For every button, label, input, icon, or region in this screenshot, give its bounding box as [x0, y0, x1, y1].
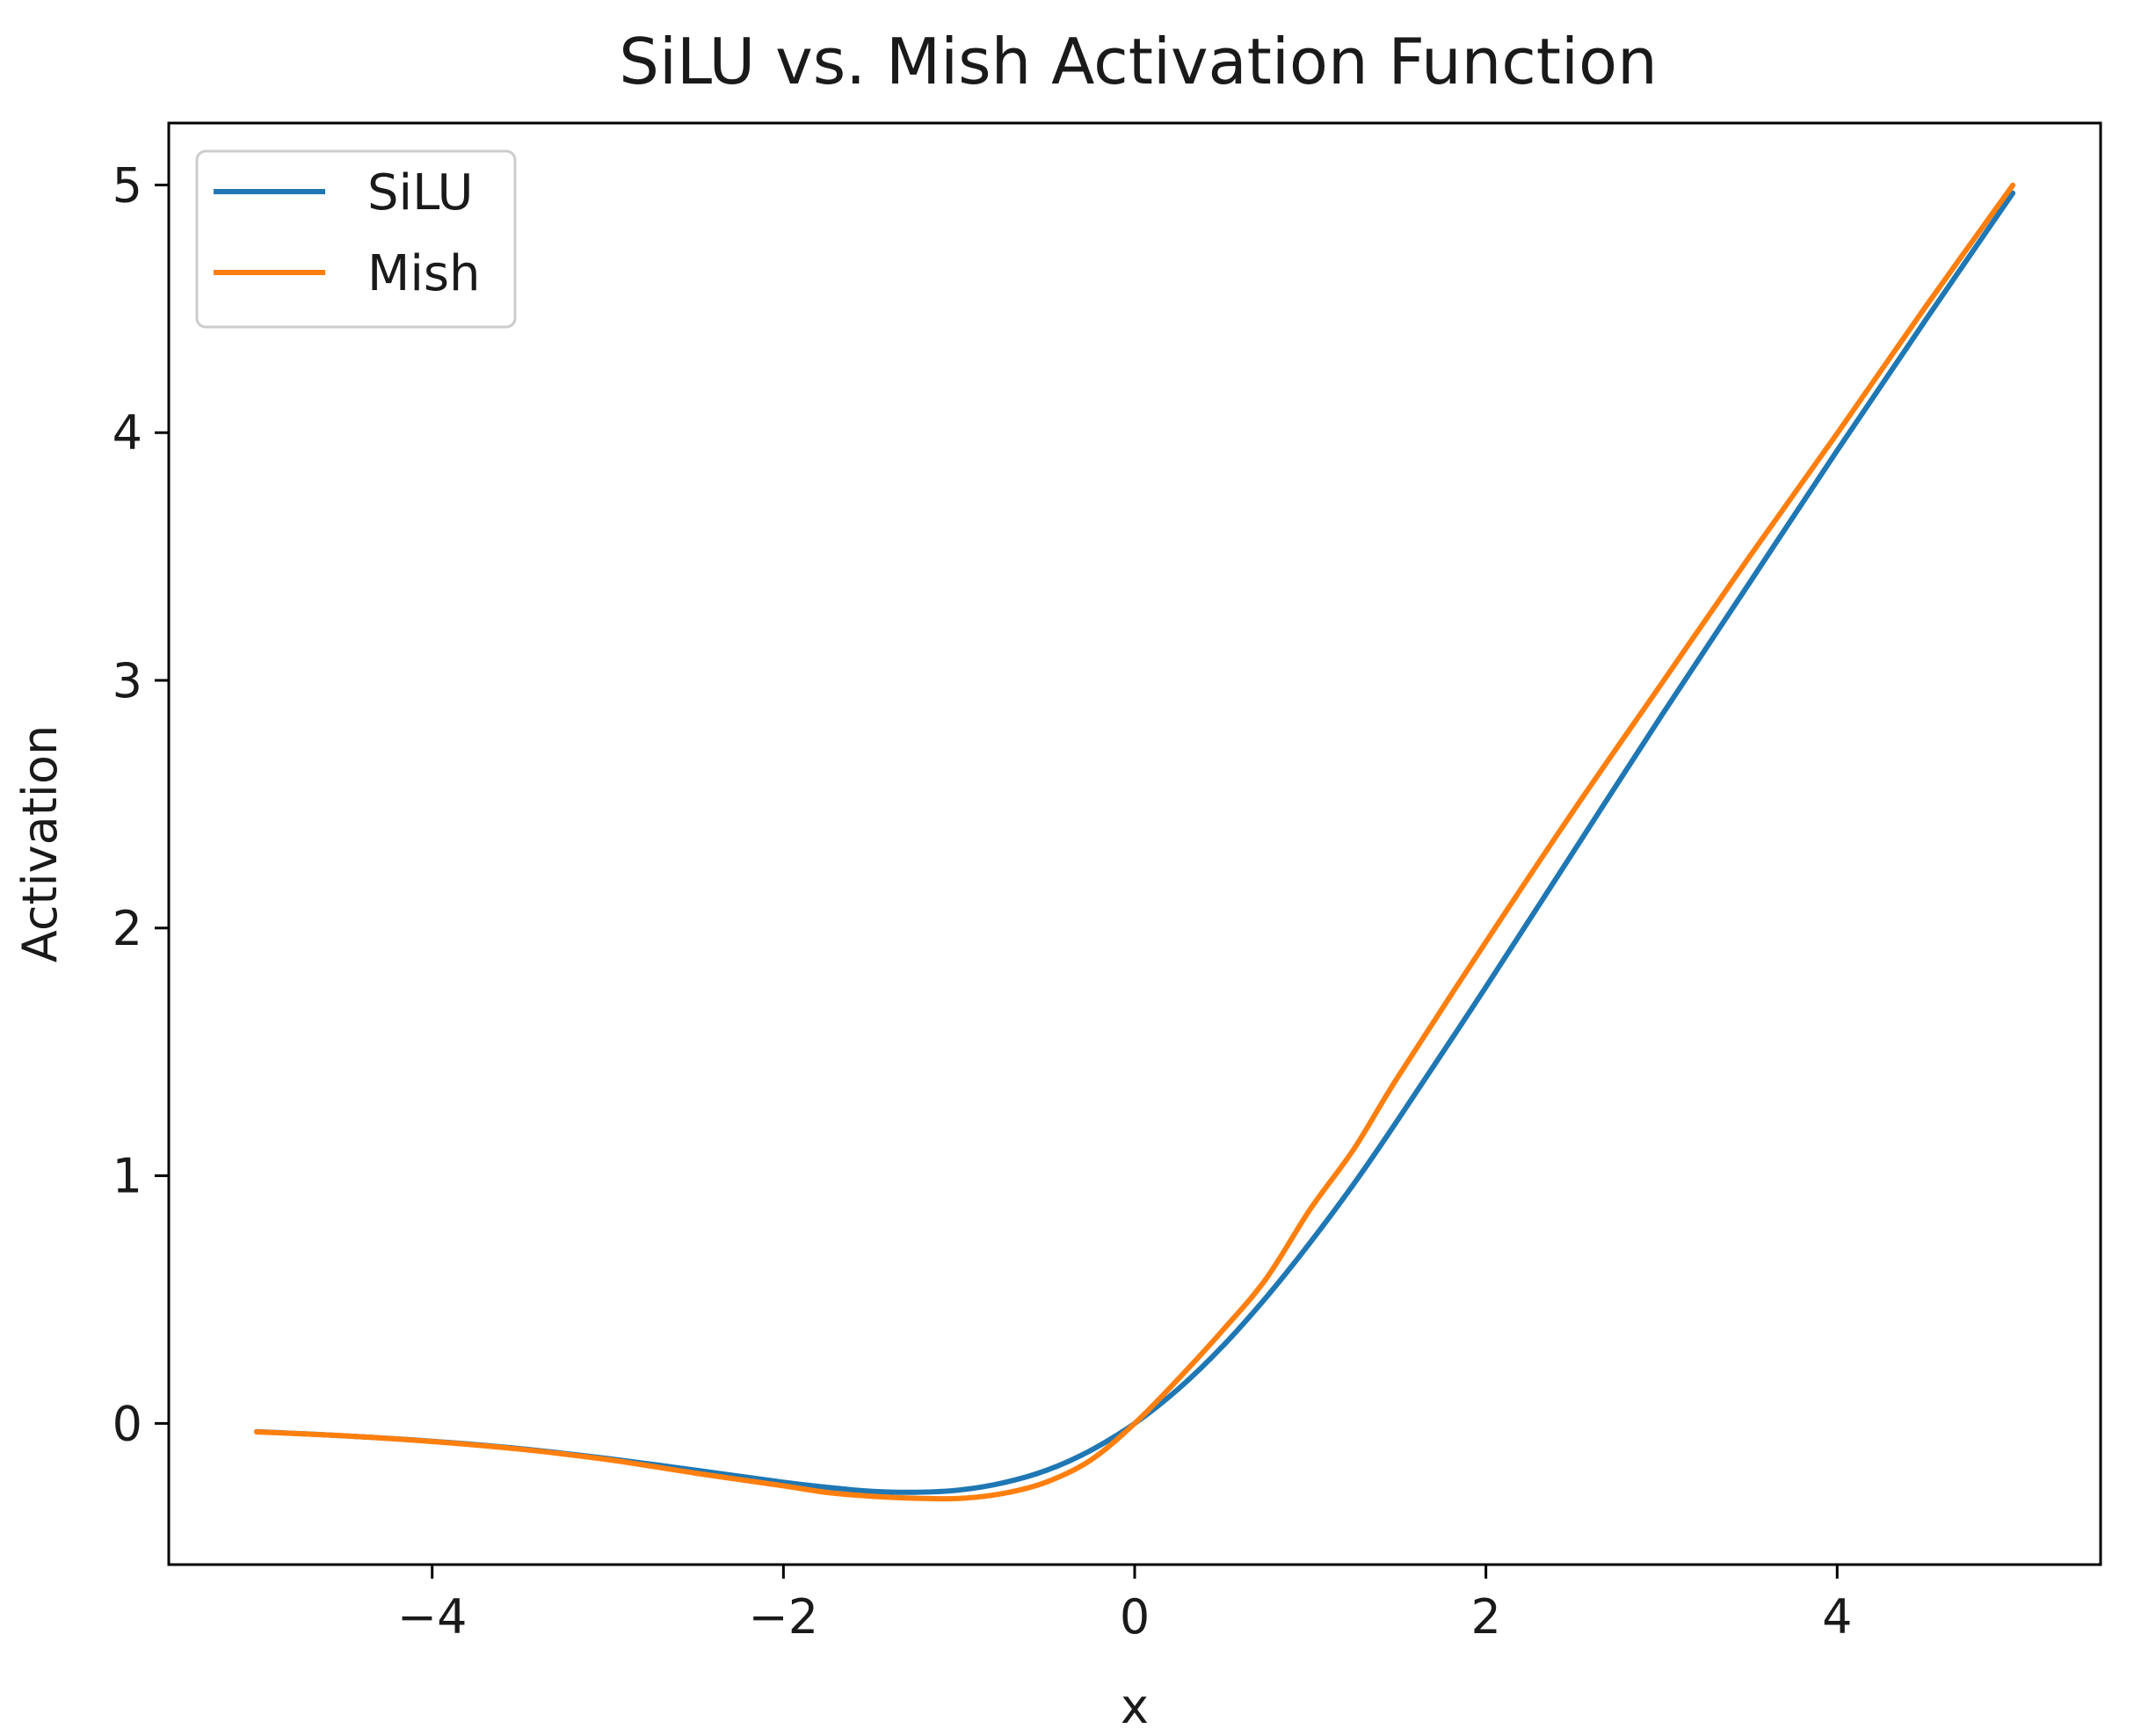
series-layer	[253, 182, 2016, 1502]
y-axis-ticks: 0 1 2 3 4 5	[113, 157, 169, 1451]
x-tick-label: −4	[397, 1589, 468, 1645]
y-axis-label: Activation	[12, 725, 68, 962]
x-tick-label: 2	[1470, 1589, 1500, 1645]
y-tick-label: 3	[113, 653, 142, 708]
legend-box	[195, 149, 517, 329]
y-tick-label: 2	[113, 901, 142, 956]
series-line-mish	[253, 182, 2016, 1502]
x-tick-label: −2	[749, 1589, 819, 1645]
y-tick-label: 5	[113, 157, 142, 213]
x-tick-label: 0	[1120, 1589, 1150, 1645]
x-axis-label: x	[1121, 1679, 1149, 1734]
y-tick-label: 1	[113, 1149, 142, 1204]
y-tick-label: 4	[113, 405, 142, 461]
chart-title: SiLU vs. Mish Activation Function	[619, 25, 1657, 98]
legend-label-silu: SiLU	[367, 164, 474, 222]
legend: SiLU Mish	[195, 149, 517, 329]
y-tick-label: 0	[113, 1396, 142, 1451]
legend-label-mish: Mish	[367, 245, 481, 302]
x-axis-ticks: −4 −2 0 2 4	[397, 1565, 1852, 1645]
x-tick-label: 4	[1822, 1589, 1852, 1645]
